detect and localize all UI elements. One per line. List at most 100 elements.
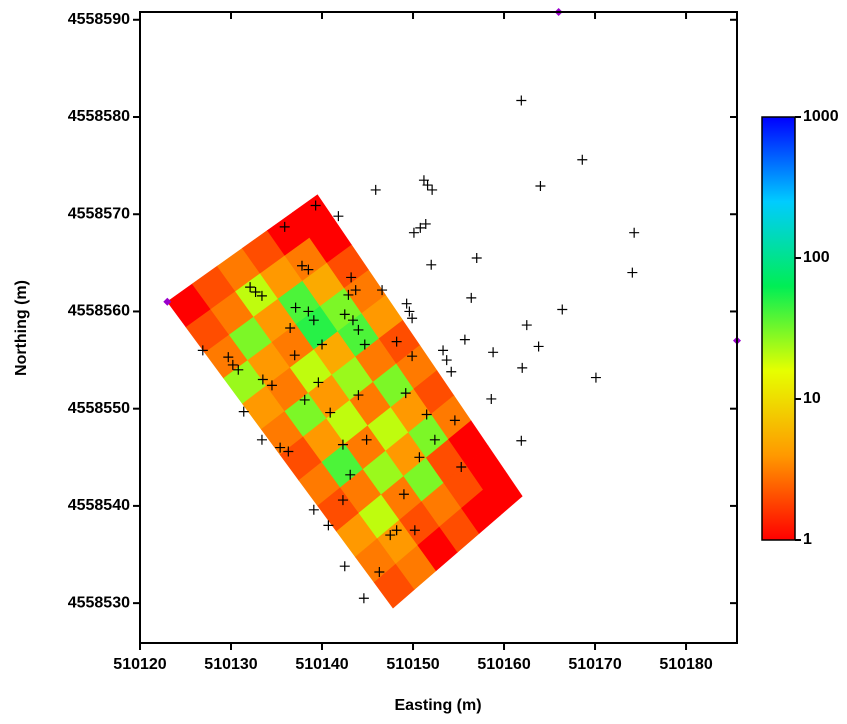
y-tick-label: 4558530: [68, 594, 130, 611]
survey-point: [449, 415, 460, 426]
colorbar-tick-label: 100: [803, 249, 830, 266]
survey-point: [427, 184, 438, 195]
survey-point: [415, 222, 426, 233]
colorbar-tick-label: 1000: [803, 108, 839, 125]
plot-frame: [139, 11, 738, 644]
y-tick-label: 4558560: [68, 303, 130, 320]
survey-point: [426, 259, 437, 270]
survey-point: [441, 355, 452, 366]
survey-point: [629, 227, 640, 238]
survey-point: [337, 439, 348, 450]
survey-point: [429, 434, 440, 445]
survey-point: [400, 388, 411, 399]
survey-point: [233, 364, 244, 375]
survey-point: [289, 350, 300, 361]
survey-point: [456, 462, 467, 473]
survey-point: [420, 218, 431, 229]
heatmap-cell: [482, 470, 523, 516]
survey-point: [471, 252, 482, 263]
x-tick-label: 510170: [568, 656, 621, 673]
survey-point: [374, 567, 385, 578]
survey-point: [521, 320, 532, 331]
x-tick-label: 510180: [659, 656, 712, 673]
survey-point: [517, 362, 528, 373]
survey-point: [308, 504, 319, 515]
survey-point: [361, 434, 372, 445]
survey-point: [353, 324, 364, 335]
x-axis-label: Easting (m): [394, 697, 481, 714]
survey-point: [308, 315, 319, 326]
survey-point: [346, 272, 357, 283]
survey-point: [404, 306, 415, 317]
survey-point: [627, 267, 638, 278]
survey-point: [339, 561, 350, 572]
survey-point: [516, 95, 527, 106]
survey-point: [466, 292, 477, 303]
survey-point: [408, 227, 419, 238]
survey-point: [333, 211, 344, 222]
survey-point: [557, 304, 568, 315]
survey-point: [250, 287, 261, 298]
x-tick-label: 510140: [295, 656, 348, 673]
survey-point: [358, 593, 369, 604]
survey-point: [353, 390, 364, 401]
survey-point: [223, 352, 234, 363]
colorbar-tick-label: 1: [803, 531, 812, 548]
colorbar-tick-label: 10: [803, 390, 821, 407]
survey-point: [347, 315, 358, 326]
y-axis-label: Northing (m): [13, 280, 30, 376]
survey-point: [283, 446, 294, 457]
survey-point: [337, 495, 348, 506]
survey-point: [299, 394, 310, 405]
survey-point: [391, 336, 402, 347]
survey-point: [279, 221, 290, 232]
survey-point: [590, 372, 601, 383]
survey-point: [533, 341, 544, 352]
survey-point: [323, 520, 334, 531]
survey-point: [313, 377, 324, 388]
survey-point: [459, 334, 470, 345]
x-tick-label: 510120: [113, 656, 166, 673]
survey-point: [197, 345, 208, 356]
survey-point: [401, 298, 412, 309]
survey-point: [577, 154, 588, 165]
survey-point: [325, 407, 336, 418]
y-tick-label: 4558580: [68, 108, 130, 125]
survey-point: [310, 200, 321, 211]
survey-point: [227, 359, 238, 370]
survey-point: [409, 525, 420, 536]
survey-point: [377, 285, 388, 296]
survey-point: [370, 184, 381, 195]
y-tick-label: 4558540: [68, 497, 130, 514]
survey-point: [385, 530, 396, 541]
y-tick-label: 4558590: [68, 11, 130, 28]
survey-point: [421, 409, 432, 420]
colorbar: [761, 116, 796, 541]
x-tick-label: 510160: [477, 656, 530, 673]
survey-point: [256, 434, 267, 445]
survey-point: [516, 435, 527, 446]
survey-point: [422, 180, 433, 191]
x-tick-label: 510150: [386, 656, 439, 673]
survey-point: [245, 282, 256, 293]
survey-point: [343, 289, 354, 300]
survey-point: [296, 260, 307, 271]
heatmap: [166, 194, 523, 609]
survey-point: [317, 339, 328, 350]
x-tick-label: 510130: [204, 656, 257, 673]
survey-point: [488, 347, 499, 358]
survey-point: [391, 525, 402, 536]
survey-point: [359, 339, 370, 350]
survey-point: [446, 366, 457, 377]
y-tick-label: 4558550: [68, 400, 130, 417]
survey-point: [339, 309, 350, 320]
survey-point: [535, 181, 546, 192]
survey-point: [266, 380, 277, 391]
survey-point: [407, 313, 418, 324]
survey-point: [275, 442, 286, 453]
survey-point: [257, 374, 268, 385]
survey-point: [407, 351, 418, 362]
survey-point: [438, 345, 449, 356]
survey-point: [285, 322, 296, 333]
